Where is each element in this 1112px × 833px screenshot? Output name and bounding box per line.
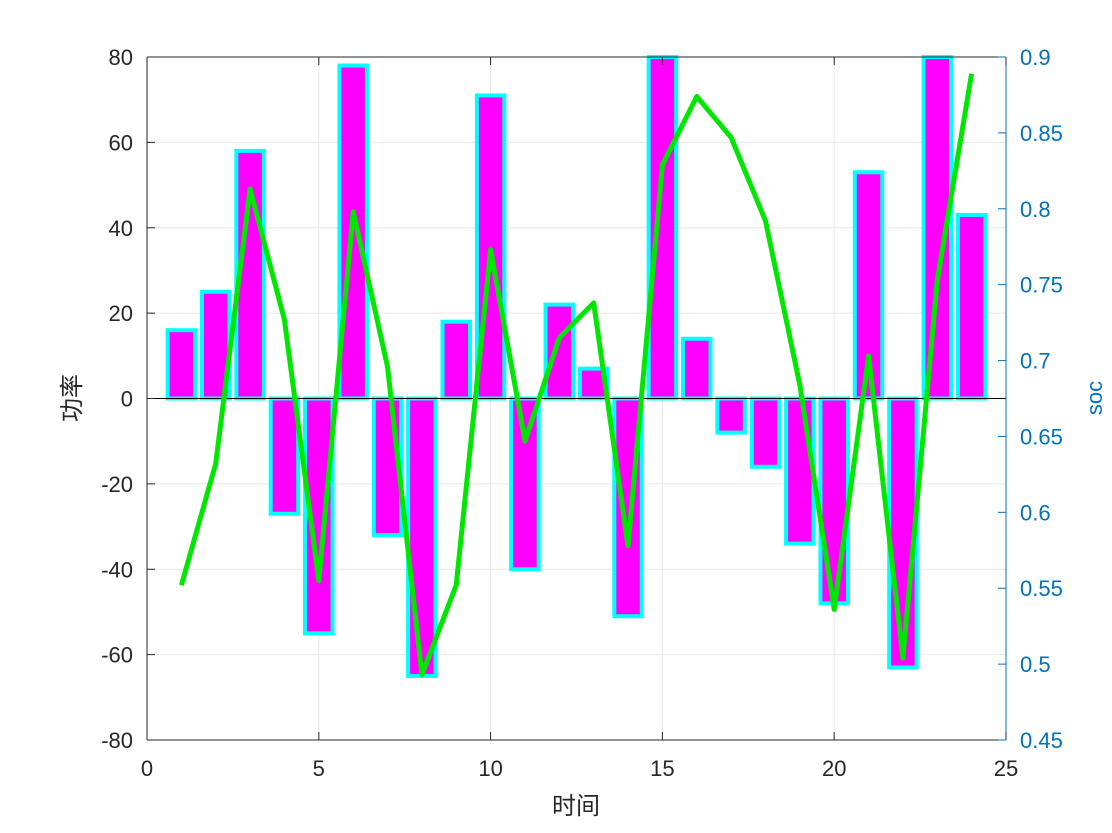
bar-15 bbox=[646, 55, 679, 401]
bar-1 bbox=[165, 328, 198, 401]
y2-tick-label-9: 0.45 bbox=[1020, 728, 1063, 753]
y2-tick-label-7: 0.55 bbox=[1020, 576, 1063, 601]
y2-tick-label-8: 0.5 bbox=[1020, 652, 1051, 677]
x-tick-label-2: 10 bbox=[478, 756, 502, 781]
y-tick-label-5: -20 bbox=[101, 472, 133, 497]
axes bbox=[146, 56, 1007, 741]
bar-20 bbox=[818, 396, 850, 606]
y2-tick-label-2: 0.8 bbox=[1020, 197, 1051, 222]
y-tick-label-4: 0 bbox=[121, 387, 133, 412]
x-tick-label-5: 25 bbox=[994, 756, 1018, 781]
y2-tick-label-4: 0.7 bbox=[1020, 349, 1051, 374]
soc-line bbox=[178, 73, 975, 678]
y2-tick-label-5: 0.65 bbox=[1020, 424, 1063, 449]
bar-19 bbox=[784, 396, 816, 546]
y2-tick-label-0: 0.9 bbox=[1020, 45, 1051, 70]
bar-17 bbox=[715, 396, 747, 435]
bar-4 bbox=[268, 396, 301, 516]
tick-labels: 0 5 10 15 20 25 80 60 40 20 0 -20 -40 -60 -80 0.9 0.85 0.… bbox=[101, 45, 1063, 781]
y-tick-label-3: 20 bbox=[109, 301, 133, 326]
y-tick-label-2: 40 bbox=[109, 216, 133, 241]
y2-tick-label-3: 0.75 bbox=[1020, 273, 1063, 298]
bar-16 bbox=[681, 336, 713, 401]
x-tick-label-1: 5 bbox=[313, 756, 325, 781]
bar-8 bbox=[406, 396, 438, 678]
y-tick-label-1: 60 bbox=[109, 130, 133, 155]
bar-24 bbox=[955, 212, 988, 401]
soc-line-series bbox=[178, 73, 975, 678]
bar-9 bbox=[440, 319, 472, 401]
y-tick-label-0: 80 bbox=[109, 45, 133, 70]
x-tick-label-4: 20 bbox=[822, 756, 846, 781]
y2-tick-label-1: 0.85 bbox=[1020, 121, 1063, 146]
x-tick-label-3: 15 bbox=[650, 756, 674, 781]
y-tick-label-6: -40 bbox=[101, 557, 133, 582]
y-axis-label: 功率 bbox=[59, 374, 86, 422]
x-axis-label: 时间 bbox=[552, 793, 600, 820]
y2-axis-label: soc bbox=[1082, 381, 1107, 415]
y-tick-label-8: -80 bbox=[101, 728, 133, 753]
bar-12 bbox=[543, 302, 576, 401]
x-tick-label-0: 0 bbox=[141, 756, 153, 781]
y-tick-label-7: -60 bbox=[101, 643, 133, 668]
bar-11 bbox=[509, 396, 541, 572]
y2-tick-label-6: 0.6 bbox=[1020, 500, 1051, 525]
bar-18 bbox=[749, 396, 782, 469]
